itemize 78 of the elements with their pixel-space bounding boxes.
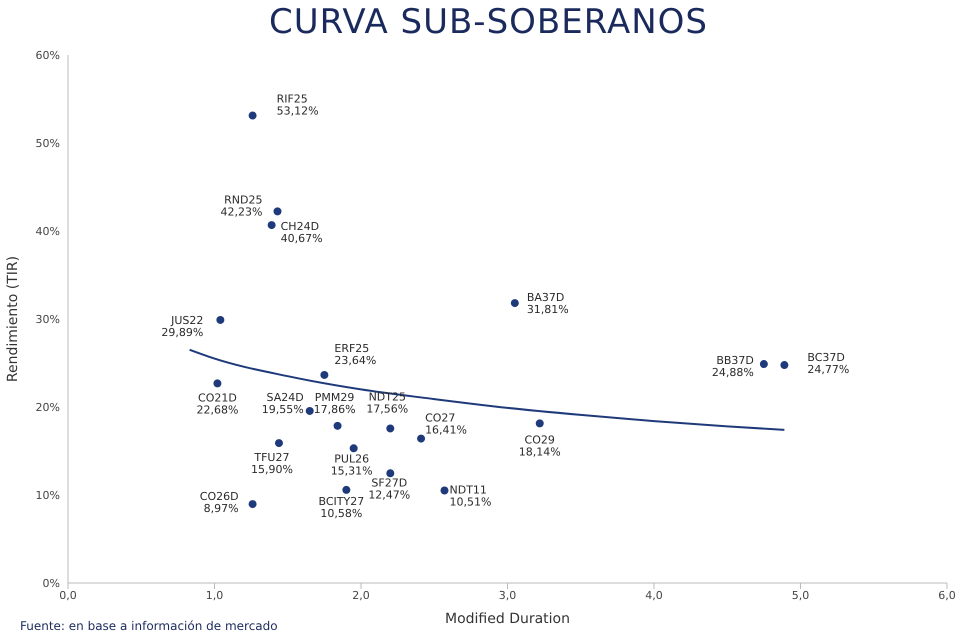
point	[248, 112, 257, 120]
data-label: 17,56%	[366, 402, 408, 416]
y-tick-label: 0%	[42, 576, 60, 590]
x-tick-label: 0,0	[59, 588, 77, 602]
data-label: 17,86%	[314, 402, 356, 416]
point	[780, 361, 788, 370]
data-label: 19,55%	[262, 402, 304, 416]
annotation: ERF25	[334, 342, 370, 355]
annotation: CO26D	[200, 490, 239, 504]
data-label: 16,41%	[425, 424, 468, 437]
annotation: SF27D	[371, 476, 408, 490]
data-label: 18,14%	[518, 445, 561, 458]
point	[386, 469, 394, 478]
annotation: NDT11	[450, 484, 487, 497]
data-label: 15,31%	[330, 464, 373, 478]
x-tick-label: 4,0	[645, 588, 663, 602]
point	[334, 422, 342, 430]
point	[350, 444, 358, 452]
point	[760, 360, 768, 368]
point	[386, 424, 394, 432]
data-label: 31,81%	[526, 303, 569, 316]
annotation: CH24D	[280, 220, 320, 234]
annotation: NDT25	[368, 390, 406, 404]
annotation: RND25	[224, 193, 262, 206]
point	[213, 379, 222, 388]
annotation: PMM29	[314, 390, 354, 404]
y-tick-label: 50%	[36, 136, 60, 150]
x-tick-label: 3,0	[498, 588, 516, 602]
point	[320, 370, 328, 379]
point	[417, 434, 426, 443]
point	[510, 299, 519, 308]
annotation: SA24D	[266, 390, 304, 404]
data-label: 10,51%	[450, 496, 492, 509]
data-label: 42,23%	[220, 205, 262, 218]
x-tick-label: 2,0	[352, 588, 370, 602]
point	[273, 207, 282, 216]
point	[536, 419, 544, 428]
y-tick-label: 60%	[36, 48, 60, 62]
data-label: 12,47%	[368, 488, 410, 502]
point	[440, 486, 449, 495]
x-tick-label: 6,0	[938, 588, 956, 602]
annotation: CO29	[524, 433, 555, 446]
data-label: 15,90%	[250, 463, 293, 476]
data-label: 53,12%	[276, 104, 319, 118]
annotation: BB37D	[716, 354, 754, 368]
data-label: 8,97%	[204, 502, 239, 516]
annotation: TFU27	[253, 451, 290, 464]
x-axis-title: Modified Duration	[445, 611, 570, 627]
x-tick-label: 5,0	[792, 588, 810, 602]
y-tick-label: 10%	[36, 488, 60, 502]
point	[248, 500, 257, 508]
source-note: Fuente: en base a información de mercado	[20, 619, 278, 633]
annotation: CO27	[425, 412, 456, 425]
annotation: RIF25	[276, 92, 308, 106]
annotation: JUS22	[170, 314, 204, 327]
data-label: 40,67%	[280, 232, 323, 246]
point	[274, 439, 283, 448]
point	[216, 316, 224, 324]
data-label: 24,77%	[807, 363, 850, 376]
point	[306, 406, 314, 415]
x-tick-label: 1,0	[206, 588, 224, 602]
y-tick-label: 20%	[36, 400, 60, 414]
data-label: 23,64%	[334, 354, 376, 367]
y-tick-label: 40%	[36, 224, 60, 238]
annotation: BC37D	[807, 351, 845, 364]
data-label: 10,58%	[320, 506, 362, 520]
data-label: 24,88%	[712, 366, 754, 380]
annotation: PUL26	[334, 452, 370, 466]
chart-title: CURVA SUB-SOBERANOS	[268, 2, 710, 42]
annotation: BCITY27	[318, 494, 364, 508]
data-label: 22,68%	[196, 403, 238, 416]
annotation: CO21D	[198, 391, 237, 404]
y-tick-label: 30%	[36, 312, 60, 326]
annotation: BA37D	[526, 291, 564, 304]
point	[268, 221, 276, 230]
y-axis-title: Rendimiento (TIR)	[4, 256, 21, 382]
point	[342, 486, 350, 494]
data-label: 29,89%	[161, 326, 204, 339]
